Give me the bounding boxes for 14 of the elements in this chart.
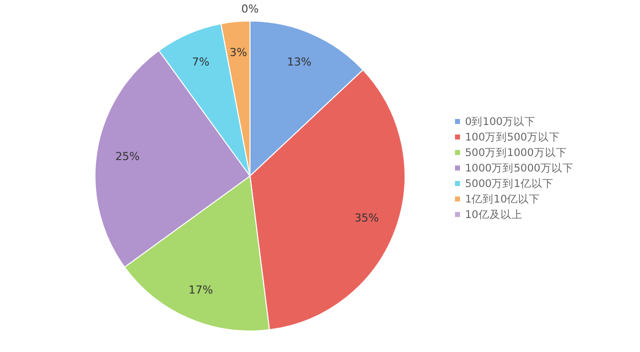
data-label: 3% bbox=[230, 46, 248, 60]
legend-label: 0到100万以下 bbox=[465, 115, 536, 128]
legend-label: 1000万到5000万以下 bbox=[465, 162, 574, 174]
text: 0% bbox=[241, 2, 259, 16]
legend-label: 1亿到10亿以下 bbox=[465, 192, 540, 206]
legend-label: 500万到1000万以下 bbox=[465, 146, 567, 159]
legend-label: 5000万到1亿以下 bbox=[465, 177, 554, 190]
data-label: 7% bbox=[192, 56, 210, 69]
data-label: 13% bbox=[287, 56, 312, 69]
data-label: 17% bbox=[188, 283, 213, 296]
legend-label: 10亿及以上 bbox=[465, 208, 522, 221]
legend-label: 100万到500万以下 bbox=[465, 130, 560, 144]
data-label: 35% bbox=[354, 212, 379, 225]
data-label: 25% bbox=[115, 150, 140, 164]
